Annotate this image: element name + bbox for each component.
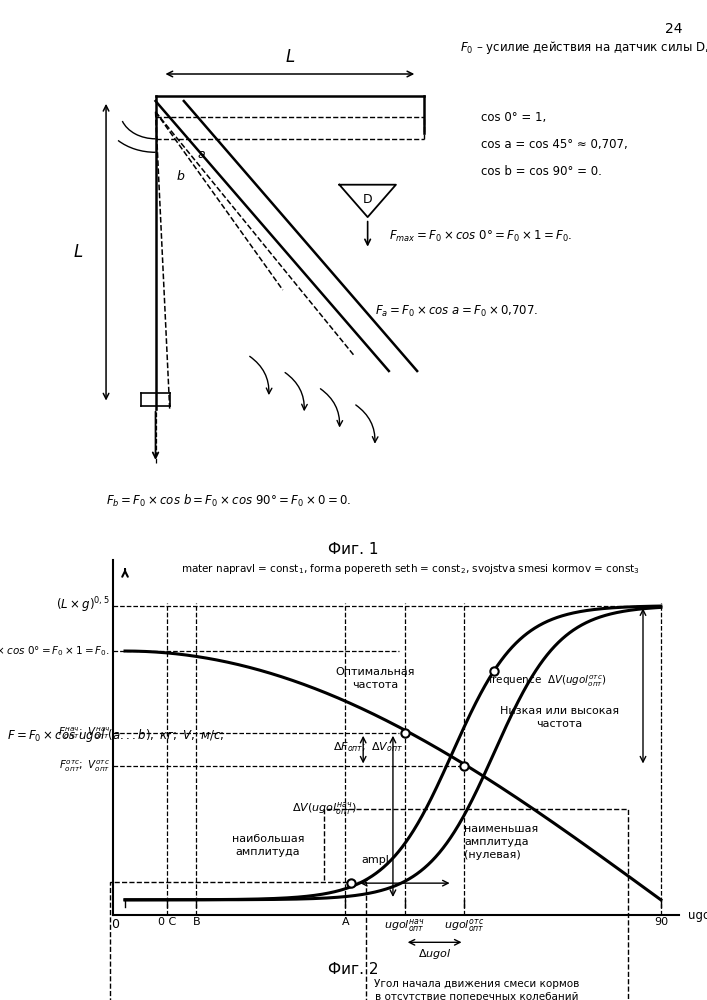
Text: Оптимальная
частота: Оптимальная частота bbox=[335, 667, 415, 690]
Text: Фиг. 1: Фиг. 1 bbox=[328, 542, 379, 557]
Text: $ugol_{опт}^{отс}$: $ugol_{опт}^{отс}$ bbox=[444, 917, 485, 934]
Text: наименьшая
амплитуда
(нулевая): наименьшая амплитуда (нулевая) bbox=[464, 824, 539, 860]
Text: Низкая или высокая
частота: Низкая или высокая частота bbox=[500, 706, 619, 729]
Text: 0: 0 bbox=[111, 918, 119, 931]
Text: $F_{опт}^{нач};~V_{опт}^{нач}$: $F_{опт}^{нач};~V_{опт}^{нач}$ bbox=[58, 725, 110, 741]
Text: a: a bbox=[198, 148, 205, 161]
Text: $ugol_{опт}^{нач}$: $ugol_{опт}^{нач}$ bbox=[385, 917, 426, 934]
Text: $F_a = F_0 \times cos~a = F_0 \times 0{,}707.$: $F_a = F_0 \times cos~a = F_0 \times 0{,… bbox=[375, 304, 538, 319]
Text: L: L bbox=[73, 243, 83, 261]
Text: A: A bbox=[341, 917, 349, 927]
Text: наибольшая
амплитуда: наибольшая амплитуда bbox=[232, 834, 304, 857]
Text: mater napravl = const$_1$, forma popereth seth = const$_2$, svojstva smesi kormo: mater napravl = const$_1$, forma poperet… bbox=[182, 562, 641, 576]
Text: Фиг. 2: Фиг. 2 bbox=[328, 962, 379, 978]
Text: 0 C: 0 C bbox=[158, 917, 176, 927]
Text: D: D bbox=[363, 193, 373, 206]
Text: 24: 24 bbox=[665, 22, 682, 36]
Text: $F = F_0 \times cos~ugol~(a...b),~кг;~V,~м/с;$: $F = F_0 \times cos~ugol~(a...b),~кг;~V,… bbox=[7, 726, 225, 744]
Text: b: b bbox=[176, 170, 185, 183]
FancyBboxPatch shape bbox=[110, 882, 366, 1000]
Text: $F_b = F_0 \times cos~b = F_0 \times cos~90° = F_0 \times 0 = 0.$: $F_b = F_0 \times cos~b = F_0 \times cos… bbox=[106, 493, 351, 509]
Text: Угол начала движения смеси кормов
в отсутствие поперечных колебаний: Угол начала движения смеси кормов в отсу… bbox=[373, 979, 579, 1000]
Text: cos a = cos 45° ≈ 0,707,: cos a = cos 45° ≈ 0,707, bbox=[481, 138, 628, 151]
FancyBboxPatch shape bbox=[325, 809, 628, 1000]
Text: ampl: ampl bbox=[361, 855, 389, 865]
Text: $\Delta V(ugol_{опт}^{нач})$: $\Delta V(ugol_{опт}^{нач})$ bbox=[292, 800, 356, 817]
Text: 90: 90 bbox=[654, 917, 668, 927]
Text: $F_{опт}^{отс};~V_{опт}^{отс}$: $F_{опт}^{отс};~V_{опт}^{отс}$ bbox=[59, 759, 110, 774]
Text: $F_0$ – усилие действия на датчик силы D, кг: $F_0$ – усилие действия на датчик силы D… bbox=[460, 38, 707, 55]
Text: B: B bbox=[193, 917, 200, 927]
Text: ugol (a...b), °: ugol (a...b), ° bbox=[688, 908, 707, 922]
Text: $\Delta F_{опт};~\Delta V_{опт}$: $\Delta F_{опт};~\Delta V_{опт}$ bbox=[334, 740, 404, 754]
Text: cos 0° = 1,: cos 0° = 1, bbox=[481, 111, 546, 124]
Text: frequence  $\Delta V(ugol_{опт}^{отс})$: frequence $\Delta V(ugol_{опт}^{отс})$ bbox=[489, 674, 607, 689]
Text: $\Delta ugol$: $\Delta ugol$ bbox=[418, 947, 451, 961]
Text: cos b = cos 90° = 0.: cos b = cos 90° = 0. bbox=[481, 165, 602, 178]
Text: $F_{max}=F_0 \times cos~0°=F_0 \times 1=F_0.$: $F_{max}=F_0 \times cos~0°=F_0 \times 1=… bbox=[0, 644, 110, 658]
Text: $F_{max} = F_0 \times cos~0° = F_0 \times 1 = F_0.$: $F_{max} = F_0 \times cos~0° = F_0 \time… bbox=[389, 228, 572, 244]
Text: L: L bbox=[285, 48, 295, 66]
Text: $(L \times g)^{0,5}$: $(L \times g)^{0,5}$ bbox=[57, 596, 110, 615]
